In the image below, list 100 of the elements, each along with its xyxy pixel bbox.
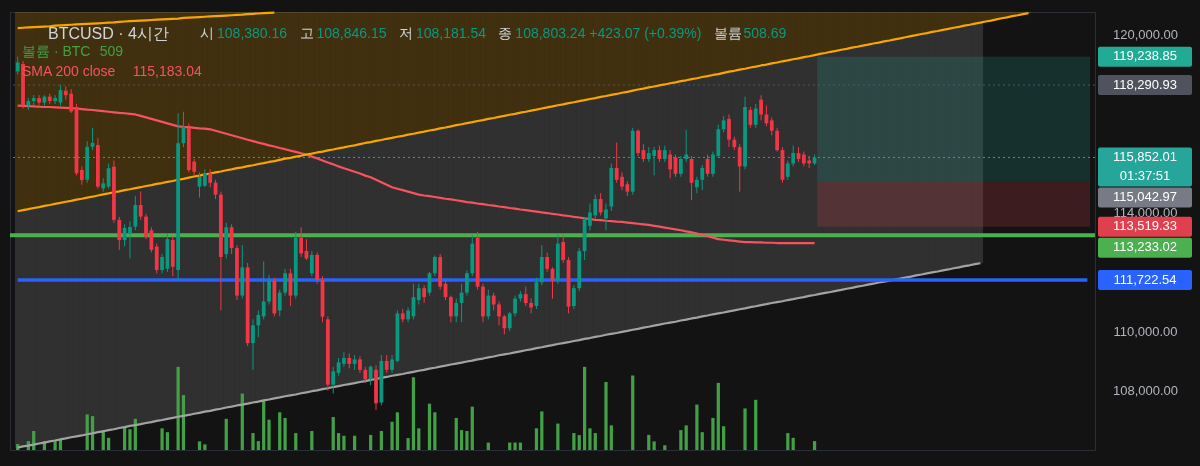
bar (811, 12, 818, 56)
bar (207, 173, 213, 411)
bar (577, 435, 581, 450)
bar (165, 432, 170, 450)
candlestick (529, 298, 533, 314)
candlestick (261, 260, 266, 320)
bar (128, 429, 132, 450)
bar (454, 417, 458, 450)
bar (331, 417, 335, 450)
bar (389, 137, 395, 376)
bar (36, 207, 42, 444)
candlestick (37, 94, 41, 107)
bar (282, 158, 288, 397)
bar (631, 375, 635, 450)
candlestick (79, 165, 84, 186)
line-series (16, 12, 1030, 213)
bar (224, 418, 228, 450)
annotation: 볼륨 (713, 25, 742, 41)
bar (303, 154, 310, 393)
bar (202, 174, 208, 412)
bar (663, 445, 667, 450)
bar (811, 55, 818, 295)
annotation: 108,181.54 (415, 25, 487, 41)
bar (544, 107, 550, 347)
candlestick (785, 159, 790, 181)
line-series (16, 262, 982, 449)
candlestick (727, 113, 731, 148)
bar (465, 431, 469, 450)
bar (652, 441, 656, 450)
annotation: 115,183.04 (132, 63, 202, 79)
candlestick (331, 366, 336, 395)
text: 볼륨 · BTC (22, 43, 91, 59)
text: 115,042.97 (1112, 188, 1178, 204)
bar (556, 423, 560, 450)
candlestick (753, 103, 758, 129)
bar (294, 433, 298, 450)
candlestick (160, 253, 164, 274)
bar (722, 426, 726, 450)
candlestick (154, 243, 159, 274)
bar (143, 186, 149, 423)
bar (876, 12, 882, 43)
candlestick (513, 295, 517, 317)
annotation: 종 (498, 25, 513, 41)
bar (106, 437, 111, 450)
bar (651, 86, 657, 326)
ref-line-label: 113,233.02 (1112, 239, 1178, 255)
y-tick-label: 120,000.00 (1112, 26, 1179, 42)
candlestick (368, 364, 373, 386)
bar (860, 12, 866, 46)
bar (314, 152, 320, 391)
bar (293, 12, 299, 157)
candlestick (700, 164, 705, 191)
candlestick (251, 318, 255, 371)
bar (806, 12, 812, 57)
bar (528, 110, 534, 350)
bar (411, 377, 416, 450)
bar (405, 134, 411, 373)
candlestick (342, 351, 346, 368)
text: 119,238.85 (1112, 48, 1178, 64)
bar (417, 428, 421, 450)
bar (266, 161, 272, 400)
candlestick (598, 192, 603, 216)
bar (791, 437, 795, 450)
bar (988, 12, 994, 21)
candlestick (684, 129, 689, 163)
bar (421, 131, 427, 370)
bar (123, 427, 127, 450)
bar (913, 12, 919, 36)
bar (865, 12, 871, 45)
bar (603, 96, 609, 335)
bar (822, 12, 828, 53)
bar (790, 12, 796, 60)
bar (711, 417, 715, 450)
candlestick (759, 94, 763, 121)
bar (827, 12, 834, 52)
candlestick (748, 106, 753, 129)
text: 113,519.33 (1112, 218, 1178, 234)
bar (609, 425, 613, 450)
bar (251, 433, 255, 450)
candlestick (117, 216, 122, 251)
bar (267, 419, 271, 450)
bar (389, 12, 395, 138)
bar (95, 195, 101, 433)
bar (710, 12, 716, 75)
bar (197, 441, 202, 450)
bar (357, 144, 363, 382)
bar (795, 12, 802, 59)
bar (159, 183, 165, 421)
bar (647, 434, 651, 450)
bar (369, 434, 373, 450)
bar (464, 123, 470, 362)
candlestick (604, 203, 608, 231)
candlestick (256, 309, 261, 338)
bar (433, 412, 437, 450)
text: BTCUSD · 4시간 (48, 25, 169, 42)
bar (342, 435, 346, 450)
bar (394, 12, 401, 137)
candlestick (545, 252, 550, 273)
bar (287, 12, 294, 158)
bar (604, 382, 608, 450)
